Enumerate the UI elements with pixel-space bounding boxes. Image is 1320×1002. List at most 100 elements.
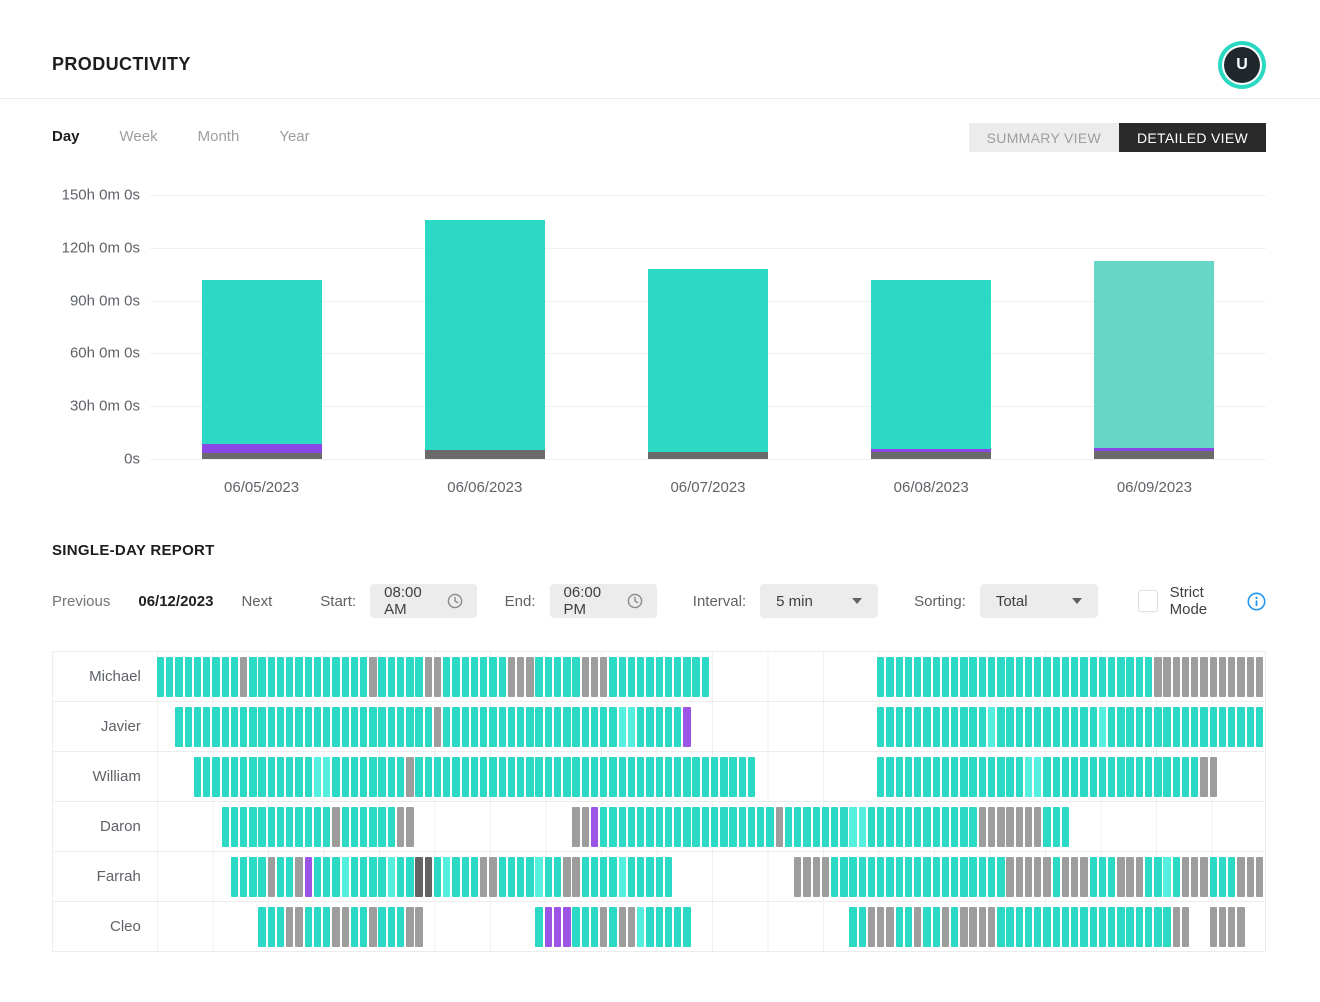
timeline-cell — [877, 706, 885, 747]
timeline-cell — [1098, 906, 1107, 947]
start-time-input[interactable]: 08:00 AM — [370, 584, 477, 618]
tab-year[interactable]: Year — [279, 128, 310, 145]
timeline-cell — [664, 756, 673, 797]
detailed-view-button[interactable]: DETAILED VIEW — [1119, 123, 1266, 152]
timeline-cell — [978, 856, 987, 897]
timeline-cell — [369, 656, 377, 697]
timeline-cell — [276, 906, 285, 947]
tab-week[interactable]: Week — [119, 128, 158, 145]
timeline-cell — [822, 757, 829, 797]
timeline-cell — [452, 756, 460, 797]
timeline-cell — [785, 757, 792, 797]
timeline-row: Daron — [53, 802, 1265, 852]
timeline-cell — [286, 906, 294, 947]
timeline-cell — [1163, 656, 1171, 697]
timeline-cell — [203, 907, 210, 947]
avatar-inner-ring: U — [1222, 45, 1262, 85]
timeline-cell — [747, 756, 756, 797]
chart-bar[interactable] — [424, 219, 545, 459]
timeline-cell — [775, 806, 783, 847]
y-axis-tick-label: 150h 0m 0s — [61, 186, 140, 204]
timeline-cell — [1024, 806, 1033, 847]
timeline-cell — [692, 756, 700, 797]
summary-view-button[interactable]: SUMMARY VIEW — [968, 123, 1119, 152]
timeline-cell — [748, 657, 755, 697]
timeline-cell — [249, 656, 257, 697]
timeline-cell — [572, 806, 580, 847]
timeline-cell — [867, 906, 876, 947]
sorting-select[interactable]: Total — [979, 584, 1098, 618]
timeline-cell — [258, 856, 266, 897]
strict-mode-label: Strict Mode — [1169, 584, 1208, 618]
timeline-cell — [1108, 807, 1115, 847]
timeline-cell — [720, 657, 727, 697]
timeline-cell — [406, 756, 414, 797]
timeline-cell — [1255, 856, 1264, 897]
timeline-cell — [1247, 757, 1254, 797]
chart-bar[interactable] — [871, 280, 992, 459]
strict-mode-checkbox[interactable] — [1137, 590, 1158, 612]
chart-bar-segment — [648, 451, 768, 459]
timeline-cell — [194, 907, 201, 947]
timeline-cell — [1200, 856, 1208, 897]
timeline-cell — [1144, 906, 1153, 947]
timeline-cell — [1219, 757, 1226, 797]
timeline-cell — [563, 706, 571, 747]
timeline-row-label: Cleo — [110, 918, 141, 935]
chart-bar-segment — [424, 450, 545, 459]
timeline-cell — [415, 706, 423, 747]
timeline-cell — [1024, 856, 1033, 897]
interval-select[interactable]: 5 min — [760, 584, 879, 618]
timeline-cell — [895, 906, 903, 947]
timeline-cell — [978, 806, 987, 847]
timeline-cell — [341, 656, 349, 697]
timeline-cell — [784, 806, 793, 847]
timeline-cell — [748, 707, 755, 747]
timeline-cell — [267, 706, 276, 747]
timeline-cell — [1006, 706, 1014, 747]
timeline-cell — [1246, 656, 1254, 697]
timeline-cell — [627, 856, 636, 897]
timeline-cell — [1246, 706, 1254, 747]
chart-bar[interactable] — [201, 280, 322, 459]
next-day-button[interactable]: Next — [241, 592, 273, 610]
timeline-cell — [489, 856, 497, 897]
timeline-cell — [969, 756, 977, 797]
timeline-cell — [831, 707, 838, 747]
timeline-cell — [1126, 906, 1134, 947]
timeline-cell — [1034, 756, 1042, 797]
info-icon[interactable] — [1247, 592, 1266, 611]
timeline-cell — [822, 707, 829, 747]
timeline-cell — [904, 656, 913, 697]
end-time-input[interactable]: 06:00 PM — [549, 584, 657, 618]
timeline-cell — [304, 756, 312, 797]
timeline-cell — [425, 907, 432, 947]
timeline-cell — [350, 856, 359, 897]
timeline-cell — [904, 756, 913, 797]
previous-day-button[interactable]: Previous — [52, 592, 111, 610]
user-avatar[interactable]: U — [1218, 41, 1266, 89]
tab-month[interactable]: Month — [197, 128, 240, 145]
timeline-cell — [157, 807, 164, 847]
clock-icon — [627, 593, 643, 609]
timeline-cell — [295, 906, 303, 947]
chart-bar[interactable] — [1094, 261, 1215, 459]
timeline-cell — [618, 756, 626, 797]
timeline-cell — [517, 656, 525, 697]
timeline-cell — [1080, 856, 1088, 897]
timeline-cell — [627, 656, 636, 697]
timeline-cell — [341, 856, 349, 897]
timeline-cell — [1098, 656, 1107, 697]
chart-bar-segment — [201, 280, 322, 445]
timeline-cell — [1089, 706, 1097, 747]
timeline-cell — [1098, 706, 1107, 747]
timeline-cell — [387, 756, 396, 797]
tab-day[interactable]: Day — [52, 128, 80, 145]
timeline-cell — [960, 706, 968, 747]
timeline-cell — [563, 807, 570, 847]
chart-bar[interactable] — [648, 268, 768, 459]
timeline-cell — [507, 656, 516, 697]
timeline-cell — [1172, 906, 1180, 947]
y-axis-tick-label: 30h 0m 0s — [69, 397, 140, 415]
timeline-cell — [1099, 807, 1106, 847]
